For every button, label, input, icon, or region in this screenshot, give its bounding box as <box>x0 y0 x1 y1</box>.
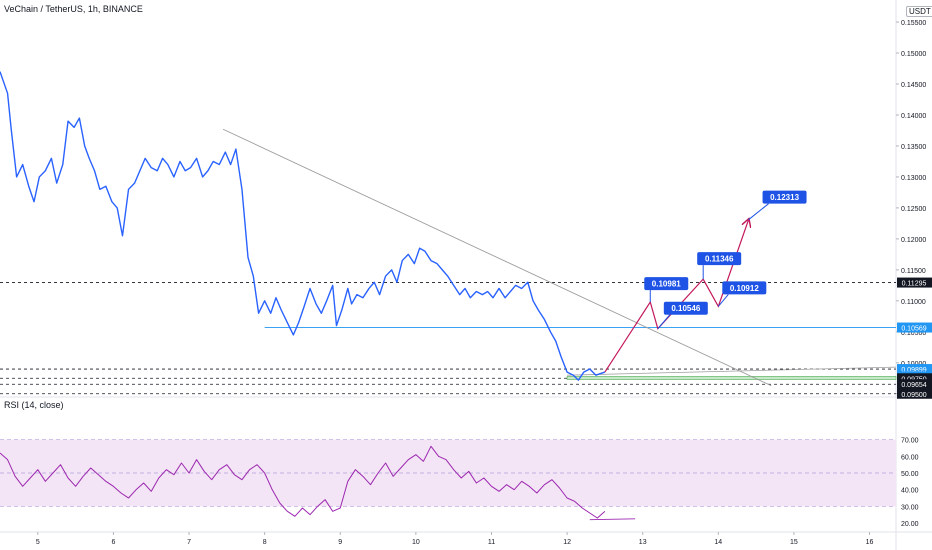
price-axis-badge-label: 0.09500 <box>901 392 926 399</box>
time-tick-label: 13 <box>639 539 647 546</box>
price-axis-badge-label: 0.11295 <box>902 281 927 288</box>
callout-box <box>663 301 708 315</box>
time-tick-label: 10 <box>412 539 420 546</box>
time-tick-label: 7 <box>187 539 191 546</box>
callout-label: 0.10981 <box>652 280 681 289</box>
price-axis-badge <box>897 388 932 399</box>
price-tick-label: 0.12000 <box>901 237 926 244</box>
price-tick-label: 0.14000 <box>901 113 926 120</box>
time-tick-label: 8 <box>263 539 267 546</box>
price-axis-badge <box>897 373 932 384</box>
callout-box <box>722 281 767 295</box>
callout-pointer <box>657 314 671 330</box>
time-tick-label: 6 <box>111 539 115 546</box>
callout-box <box>697 252 742 266</box>
price-tick-label: 0.10500 <box>901 330 926 337</box>
callout-label: 0.10912 <box>730 284 759 293</box>
callout-pointer <box>717 294 729 307</box>
callout-label: 0.10546 <box>671 304 700 313</box>
time-tick-label: 14 <box>714 539 722 546</box>
price-tick-label: 0.11000 <box>901 299 926 306</box>
rsi-divergence-line <box>589 518 636 521</box>
price-axis-badge <box>897 379 932 390</box>
rsi-tick-label: 30.00 <box>901 504 919 511</box>
time-tick-label: 11 <box>488 539 495 546</box>
price-tick-label: 0.11500 <box>901 268 926 275</box>
price-tick-label: 0.13000 <box>901 175 926 182</box>
rsi-line <box>0 445 606 519</box>
support-trendline <box>567 366 897 376</box>
rsi-title: RSI (14, close) <box>4 400 64 410</box>
price-axis-badge <box>897 364 932 375</box>
price-tick-label: 0.15000 <box>901 51 926 58</box>
price-line <box>0 71 606 381</box>
rsi-tick-label: 50.00 <box>901 471 919 478</box>
price-tick-label: 0.15500 <box>901 20 926 27</box>
time-tick-label: 5 <box>36 539 40 546</box>
callout-box <box>644 277 689 291</box>
price-tick-label: 0.13500 <box>901 144 926 151</box>
price-tick-label: 0.12500 <box>901 206 926 213</box>
rsi-tick-label: 20.00 <box>901 521 919 528</box>
rsi-tick-label: 60.00 <box>901 454 919 461</box>
callout-label: 0.12313 <box>770 193 799 202</box>
time-tick-label: 16 <box>866 539 874 546</box>
descending-trendline <box>222 128 772 387</box>
time-tick-label: 15 <box>790 539 798 546</box>
price-axis-badge-label: 0.09654 <box>901 382 926 389</box>
callout-label: 0.11346 <box>705 255 734 264</box>
time-tick-label: 9 <box>338 539 342 546</box>
price-unit-badge[interactable]: USDT <box>906 6 932 17</box>
chart-title: VeChain / TetherUS, 1h, BINANCE <box>4 4 143 14</box>
time-tick-label: 12 <box>563 539 571 546</box>
price-tick-label: 0.14500 <box>901 82 926 89</box>
price-axis-badge-label: 0.09899 <box>901 367 926 374</box>
price-axis-badge-label: 0.10569 <box>901 326 926 333</box>
callout-pointer <box>748 203 769 221</box>
price-axis-badge <box>897 322 932 333</box>
support-zone <box>566 376 897 380</box>
rsi-tick-label: 40.00 <box>901 488 919 495</box>
price-axis-badge <box>897 277 932 288</box>
rsi-tick-label: 70.00 <box>901 438 919 445</box>
callout-box <box>762 190 807 204</box>
